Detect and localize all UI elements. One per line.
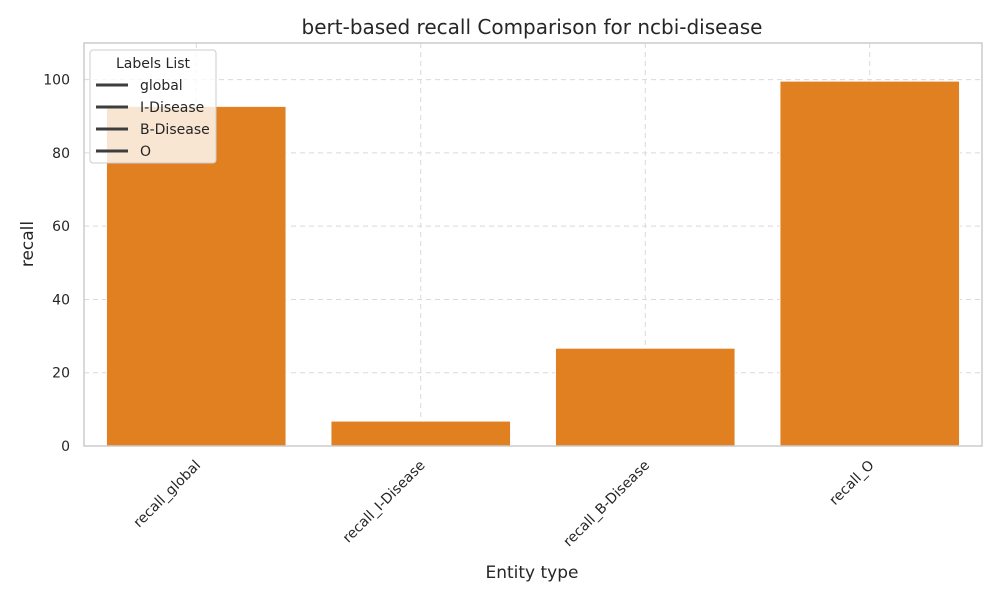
y-axis-label: recall <box>18 221 38 267</box>
legend-label: B-Disease <box>140 122 210 138</box>
y-tick-label: 60 <box>52 219 70 235</box>
bar-recall_O <box>779 80 961 447</box>
legend-box <box>89 49 217 164</box>
legend-entries: global I-Disease B-Disease O <box>96 78 210 160</box>
plot-frame <box>83 42 983 447</box>
plot-border <box>83 42 983 447</box>
chart-title: bert-based recall Comparison for ncbi-di… <box>302 15 763 39</box>
y-tick-labels: 0 20 40 60 80 100 <box>43 73 70 455</box>
legend-label: I-Disease <box>140 100 204 116</box>
y-tick-label: 40 <box>52 292 70 308</box>
bar-recall_I-Disease <box>330 420 512 447</box>
legend: Labels List global I-Disease B-Disease O <box>89 49 217 164</box>
y-tick-label: 100 <box>43 73 70 89</box>
legend-label: O <box>140 144 151 160</box>
x-axis-label: Entity type <box>485 563 578 583</box>
bar-recall_B-Disease <box>554 347 736 447</box>
legend-title: Labels List <box>116 56 190 72</box>
y-tick-label: 20 <box>52 366 70 382</box>
y-tick-label: 0 <box>61 439 70 455</box>
legend-label: global <box>140 78 183 94</box>
y-tick-label: 80 <box>52 146 70 162</box>
